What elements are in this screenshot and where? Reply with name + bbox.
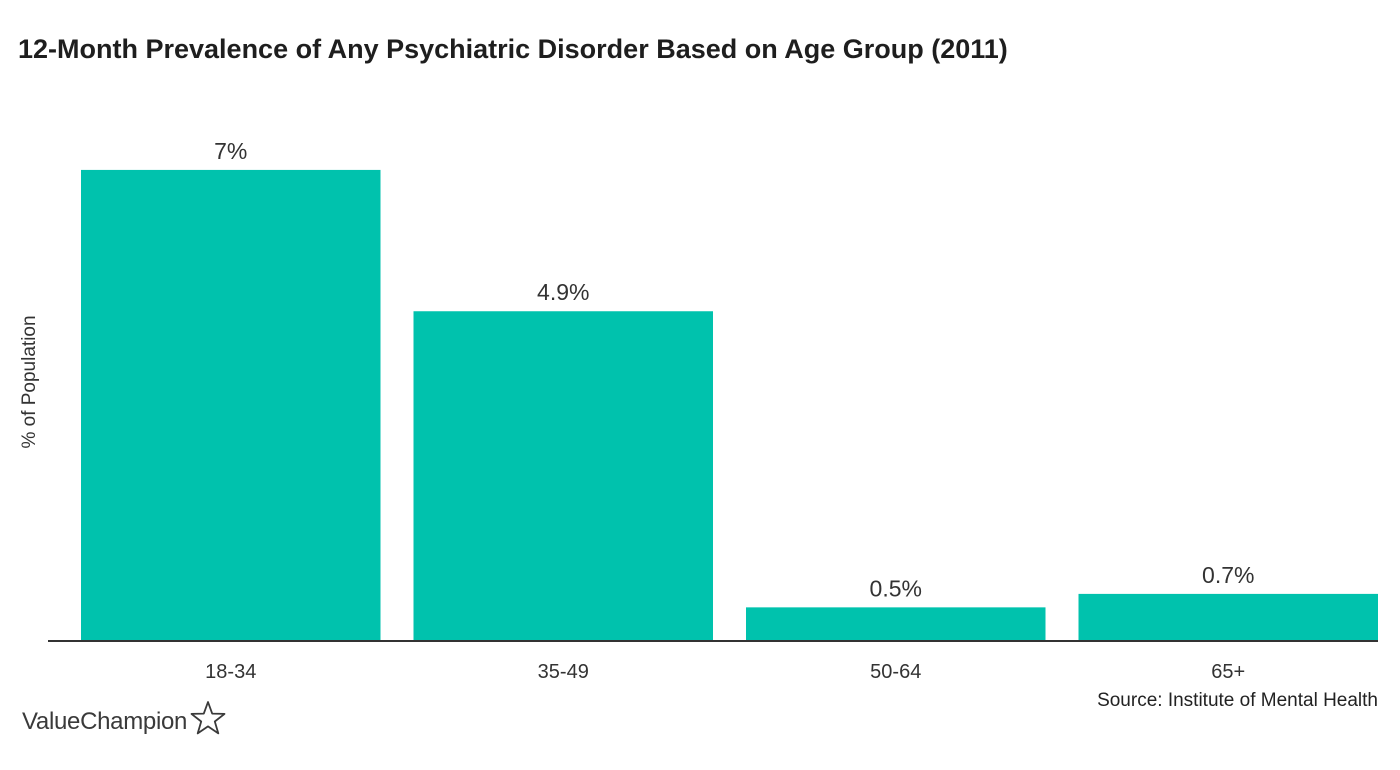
chart-title: 12-Month Prevalence of Any Psychiatric D… xyxy=(18,34,1008,64)
bar-50-64 xyxy=(746,607,1046,641)
value-label-18-34: 7% xyxy=(214,138,247,164)
x-tick-label-35-49: 35-49 xyxy=(538,661,589,683)
brand-logo: ValueChampion xyxy=(22,701,226,736)
x-tick-label-50-64: 50-64 xyxy=(870,661,921,683)
value-label-50-64: 0.5% xyxy=(870,575,922,601)
x-tick-labels-group: 18-34 35-49 50-64 65+ xyxy=(205,661,1245,683)
brand-name: ValueChampion xyxy=(22,708,188,735)
x-tick-label-18-34: 18-34 xyxy=(205,661,256,683)
bar-65+ xyxy=(1078,593,1378,641)
value-label-35-49: 4.9% xyxy=(537,279,589,305)
star-outline-icon xyxy=(190,701,226,735)
bar-18-34 xyxy=(81,169,381,641)
source-note: Source: Institute of Mental Health xyxy=(1097,690,1378,711)
value-label-65+: 0.7% xyxy=(1202,562,1254,588)
bars-group xyxy=(81,169,1378,641)
x-tick-label-65+: 65+ xyxy=(1211,661,1245,683)
value-labels-group: 7% 4.9% 0.5% 0.7% xyxy=(214,138,1254,601)
bar-35-49 xyxy=(413,311,713,641)
